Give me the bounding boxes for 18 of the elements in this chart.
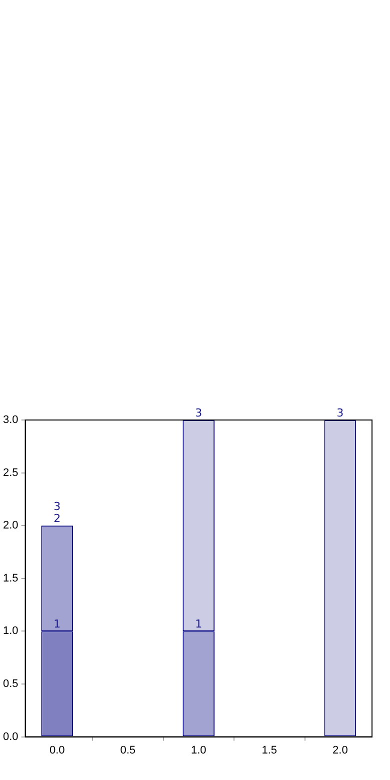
annotation: 1	[195, 618, 202, 631]
y-tick-label: 2.0	[2, 520, 18, 532]
y-tick-label: 3.0	[2, 414, 18, 426]
x-tick-label: 0.5	[120, 744, 136, 756]
x-tick-label: 1.0	[190, 744, 206, 756]
annotation: 2	[54, 512, 61, 525]
y-tick-label: 0.0	[2, 730, 18, 743]
annotation: 1	[54, 618, 61, 631]
y-tick-label: 1.5	[2, 572, 18, 584]
y-tick-label: 1.0	[2, 625, 18, 638]
y-tick-label: 0.5	[2, 678, 18, 690]
x-tick-label: 0.0	[49, 744, 65, 756]
annotation: 3	[336, 406, 344, 420]
y-tick-label: 2.5	[2, 466, 18, 479]
annotation: 3	[54, 500, 61, 513]
x-tick-label: 1.5	[262, 744, 278, 756]
x-tick-label: 2.0	[332, 744, 348, 756]
annotation: 3	[195, 406, 202, 420]
